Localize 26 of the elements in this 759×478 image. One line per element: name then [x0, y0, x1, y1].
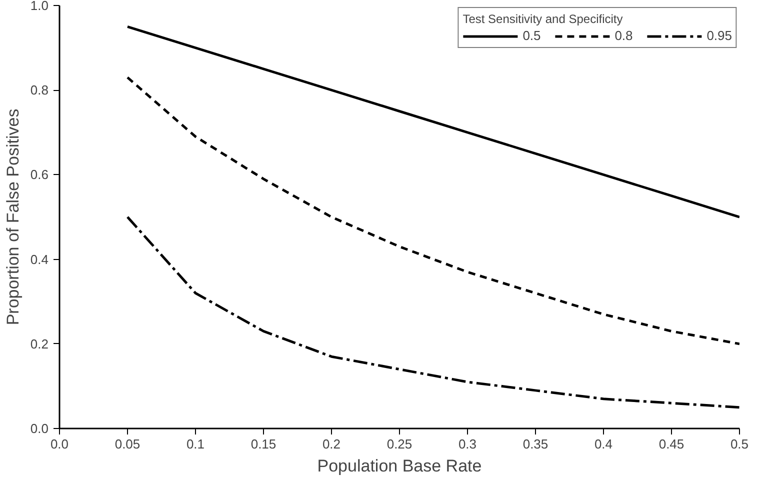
x-tick-label: 0.4 — [594, 436, 613, 452]
x-tick-label: 0.2 — [322, 436, 341, 452]
y-tick-label: 0.2 — [30, 336, 49, 352]
x-axis-title: Population Base Rate — [317, 456, 482, 476]
y-tick-label: 1.0 — [30, 0, 49, 13]
x-tick-label: 0.35 — [522, 436, 548, 452]
y-tick-label: 0.6 — [30, 167, 49, 182]
legend-label: 0.5 — [522, 28, 542, 43]
y-tick-label: 0.0 — [30, 421, 49, 436]
y-tick-label: 0.8 — [30, 82, 49, 98]
legend-label: 0.95 — [706, 28, 732, 43]
x-tick-label: 0.3 — [458, 436, 477, 452]
y-axis-title: Proportion of False Positives — [3, 108, 22, 326]
y-tick-label: 0.4 — [30, 252, 49, 267]
x-tick-label: 0.5 — [730, 436, 749, 452]
x-tick-label: 0.1 — [186, 436, 205, 452]
line-series — [126, 25, 740, 218]
x-tick-label: 0.05 — [114, 436, 140, 452]
x-tick-label: 0.45 — [658, 436, 684, 452]
line-series — [126, 76, 740, 346]
legend-label: 0.8 — [614, 28, 634, 43]
x-tick-label: 0.25 — [386, 436, 412, 452]
line-series — [126, 216, 740, 409]
legend-title: Test Sensitivity and Specificity — [462, 12, 624, 26]
x-tick-label: 0.15 — [250, 436, 276, 452]
x-tick-label: 0.0 — [50, 436, 69, 452]
